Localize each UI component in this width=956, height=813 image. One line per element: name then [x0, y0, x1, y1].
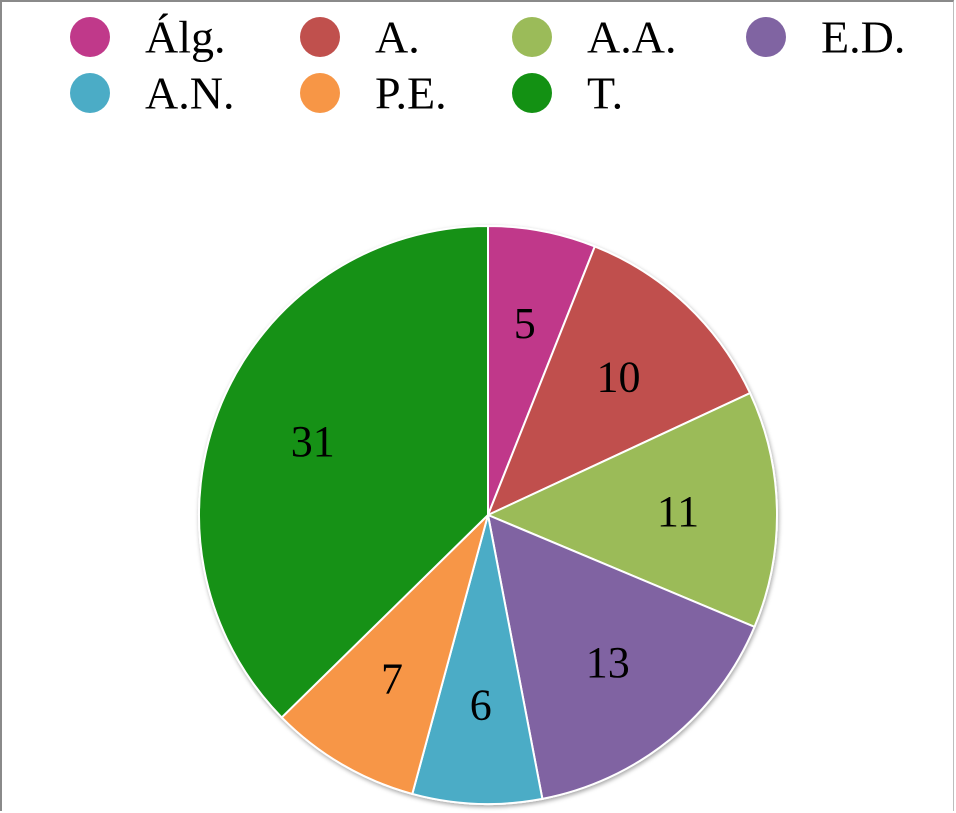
legend-item-alg: Álg. — [70, 12, 226, 63]
legend-item-e-d: E.D. — [746, 12, 905, 63]
legend-swatch-a — [300, 17, 340, 57]
slice-labels: 5 10 11 13 6 7 31 — [291, 299, 699, 729]
pie-slice-t — [198, 224, 489, 719]
slice-label-p-e: 7 — [381, 654, 403, 703]
legend-swatch-p-e — [300, 73, 340, 113]
legend-swatch-alg — [70, 17, 110, 57]
pie-slices — [198, 224, 778, 805]
pie-slice-a — [486, 245, 752, 517]
legend-label-alg: Álg. — [145, 12, 226, 63]
legend-swatch-a-a — [512, 17, 552, 57]
legend-swatch-t — [512, 73, 552, 113]
slice-label-a: 10 — [597, 352, 641, 401]
legend-label-a-n: A.N. — [145, 68, 234, 119]
pie-slice-e-d — [486, 513, 756, 801]
slice-label-a-n: 6 — [470, 680, 492, 729]
legend-label-a: A. — [375, 12, 420, 63]
slice-label-e-d: 13 — [586, 638, 630, 687]
legend-label-t: T. — [587, 68, 623, 119]
legend-label-p-e: P.E. — [375, 68, 447, 119]
legend-item-a-n: A.N. — [70, 68, 234, 119]
legend-item-a: A. — [300, 12, 420, 63]
legend-swatch-a-n — [70, 73, 110, 113]
pie-slice-p-e — [280, 511, 490, 796]
legend-swatch-e-d — [746, 17, 786, 57]
legend-label-a-a: A.A. — [587, 12, 676, 63]
slice-label-a-a: 11 — [657, 487, 699, 536]
legend-label-e-d: E.D. — [821, 12, 905, 63]
legend-item-t: T. — [512, 68, 623, 119]
pie-slice-a-a — [485, 391, 778, 629]
slice-label-t: 31 — [291, 417, 335, 466]
legend: Álg. A. A.A. E.D.A.N. P.E. T. — [70, 12, 905, 119]
pie-slice-a-n — [411, 514, 544, 805]
slice-label-alg: 5 — [514, 299, 536, 348]
legend-item-p-e: P.E. — [300, 68, 447, 119]
legend-item-a-a: A.A. — [512, 12, 676, 63]
